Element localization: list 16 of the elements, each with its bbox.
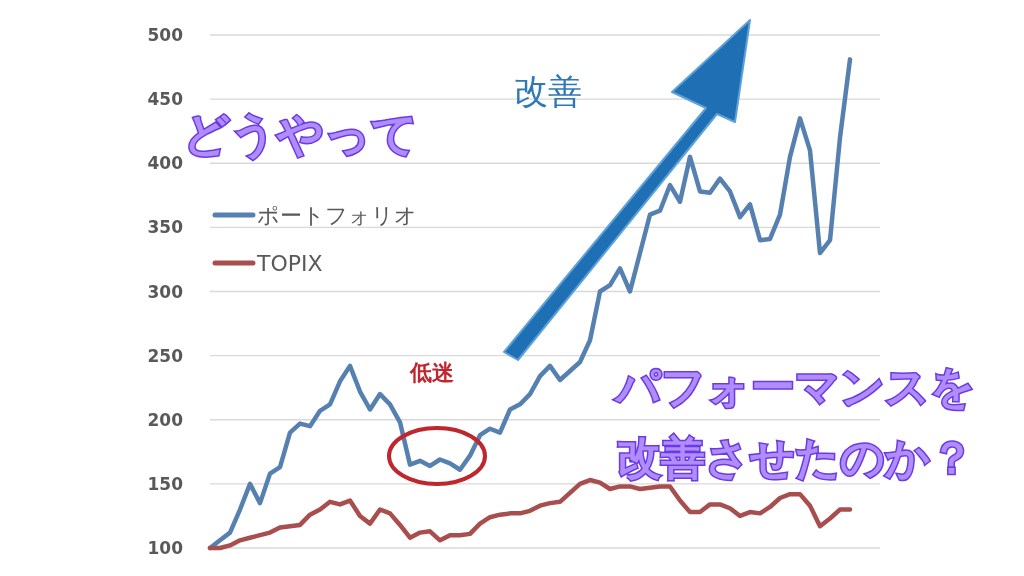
y-tick-label: 450 (147, 89, 184, 110)
y-tick-label: 400 (147, 153, 184, 174)
legend-label: ポートフォリオ (257, 203, 417, 228)
y-tick-label: 200 (147, 409, 184, 430)
y-tick-label: 500 (147, 25, 184, 45)
y-tick-label: 250 (147, 345, 184, 366)
legend-label: TOPIX (256, 251, 323, 276)
annotation: 改善させたのか？ (616, 432, 974, 483)
annotation: 低迷 (409, 360, 454, 385)
y-tick-label: 100 (147, 538, 184, 558)
y-tick-label: 350 (147, 217, 184, 238)
y-tick-label: 150 (147, 473, 184, 494)
annotation: 改善 (514, 71, 582, 111)
y-tick-label: 300 (147, 281, 184, 302)
annotation: パフォーマンスを (613, 361, 975, 412)
annotation: どうやって (182, 107, 418, 161)
